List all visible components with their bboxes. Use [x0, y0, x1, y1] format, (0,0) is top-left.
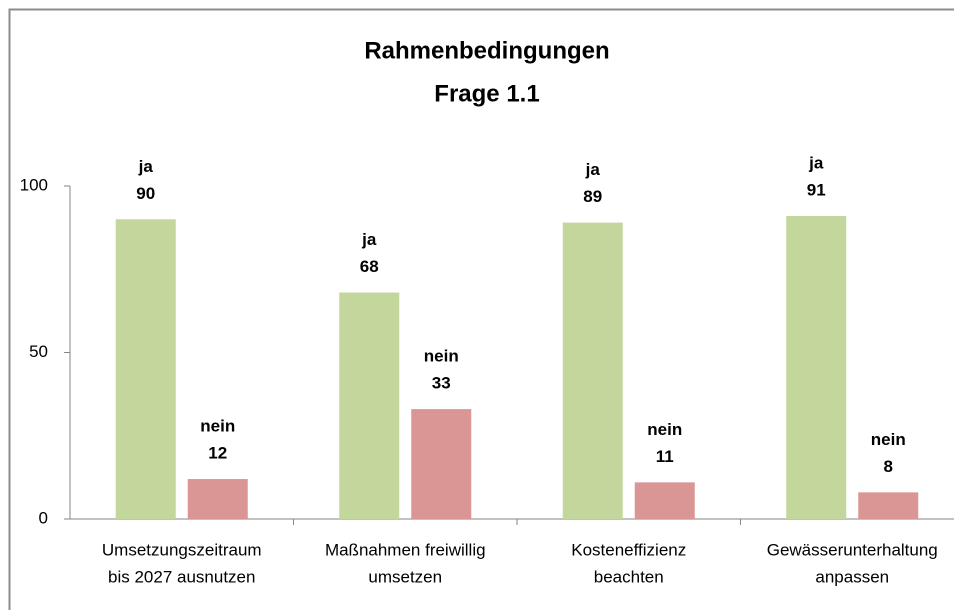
- data-label: 11: [656, 447, 674, 466]
- x-tick-label: umsetzen: [368, 567, 442, 586]
- data-label: 90: [136, 184, 155, 203]
- data-label: 33: [432, 374, 451, 393]
- bar: [562, 222, 623, 519]
- data-label-name: nein: [871, 430, 906, 449]
- bar: [115, 219, 176, 520]
- chart-title: Rahmenbedingungen: [364, 37, 609, 64]
- bar: [339, 292, 400, 519]
- y-tick-label: 0: [39, 508, 48, 527]
- data-label-name: ja: [138, 157, 154, 176]
- bar: [786, 215, 847, 519]
- data-label-name: nein: [424, 347, 459, 366]
- x-tick-label: Umsetzungszeitraum: [102, 540, 262, 559]
- data-label: 89: [583, 187, 602, 206]
- y-tick-label: 100: [20, 175, 48, 194]
- y-tick-label: 50: [29, 342, 48, 361]
- data-label: 8: [884, 457, 893, 476]
- chart-title: Frage 1.1: [434, 80, 539, 107]
- data-label-name: ja: [361, 230, 377, 249]
- x-tick-label: anpassen: [815, 567, 889, 586]
- bar: [187, 479, 248, 519]
- bar: [858, 492, 919, 519]
- x-tick-label: Maßnahmen freiwillig: [325, 540, 486, 559]
- x-tick-label: Kosteneffizienz: [571, 540, 686, 559]
- bar: [411, 409, 472, 519]
- x-tick-label: Gewässerunterhaltung: [767, 540, 938, 559]
- bar: [634, 482, 695, 519]
- data-label-name: ja: [585, 160, 601, 179]
- data-label-name: nein: [647, 420, 682, 439]
- data-label: 68: [360, 257, 379, 276]
- data-label: 12: [208, 444, 227, 463]
- x-tick-label: bis 2027 ausnutzen: [108, 567, 255, 586]
- x-tick-label: beachten: [594, 567, 664, 586]
- data-label: 91: [807, 180, 826, 199]
- data-label-name: nein: [200, 417, 235, 436]
- data-label-name: ja: [808, 153, 824, 172]
